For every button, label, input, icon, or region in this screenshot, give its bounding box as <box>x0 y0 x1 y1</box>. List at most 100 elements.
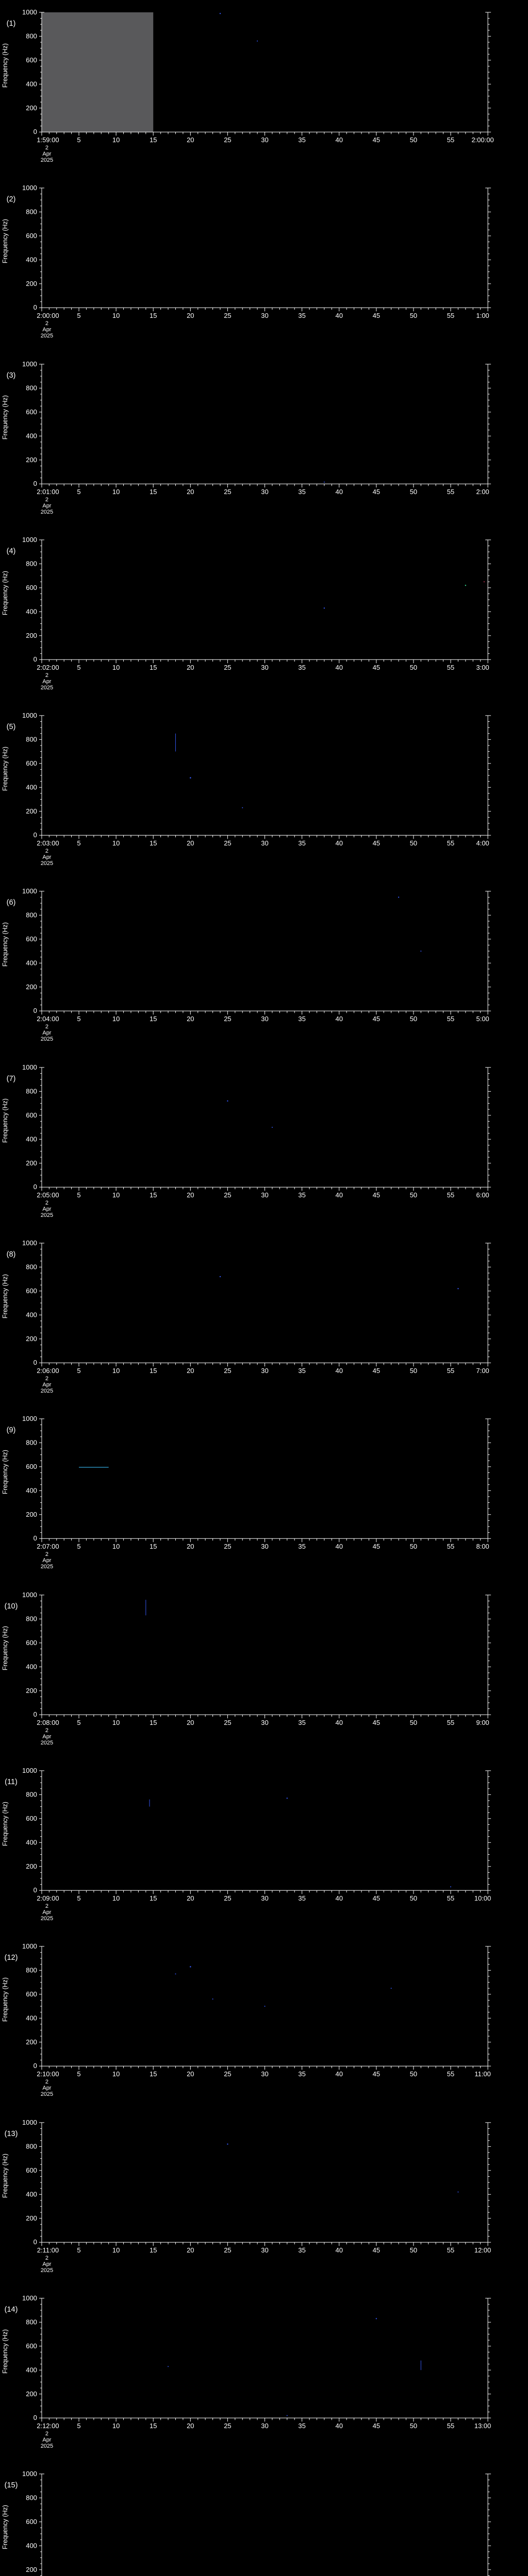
svg-text:600: 600 <box>26 56 37 64</box>
svg-text:2: 2 <box>45 1024 48 1030</box>
svg-text:600: 600 <box>26 1638 37 1646</box>
svg-text:55: 55 <box>447 488 454 496</box>
svg-text:25: 25 <box>224 1191 231 1199</box>
svg-text:25: 25 <box>224 1543 231 1551</box>
svg-text:2025: 2025 <box>41 860 53 867</box>
svg-text:800: 800 <box>26 2318 37 2326</box>
svg-text:30: 30 <box>261 2070 268 2078</box>
svg-text:600: 600 <box>26 232 37 240</box>
svg-text:(12): (12) <box>5 1954 18 1962</box>
svg-text:20: 20 <box>187 664 194 671</box>
svg-text:5: 5 <box>77 839 80 847</box>
svg-text:40: 40 <box>336 2246 343 2254</box>
svg-text:10: 10 <box>112 1719 120 1726</box>
svg-text:200: 200 <box>26 1511 37 1518</box>
svg-text:800: 800 <box>26 1263 37 1270</box>
svg-text:45: 45 <box>373 664 380 671</box>
svg-text:10: 10 <box>112 312 120 320</box>
svg-text:2025: 2025 <box>41 1212 53 1218</box>
svg-text:800: 800 <box>26 1087 37 1095</box>
svg-text:Apr: Apr <box>42 1206 51 1212</box>
svg-text:20: 20 <box>187 1015 194 1023</box>
svg-text:Apr: Apr <box>42 1734 51 1740</box>
svg-text:1000: 1000 <box>22 1591 37 1599</box>
svg-text:25: 25 <box>224 2070 231 2078</box>
svg-text:20: 20 <box>187 1543 194 1551</box>
svg-text:800: 800 <box>26 560 37 567</box>
svg-text:400: 400 <box>26 432 37 439</box>
svg-text:0: 0 <box>34 2062 37 2070</box>
svg-text:25: 25 <box>224 839 231 847</box>
svg-text:2: 2 <box>45 672 48 679</box>
svg-text:200: 200 <box>26 1686 37 1694</box>
svg-text:45: 45 <box>373 488 380 496</box>
svg-text:1000: 1000 <box>22 1415 37 1422</box>
svg-text:3:00: 3:00 <box>476 664 489 671</box>
svg-text:55: 55 <box>447 1894 454 1902</box>
svg-text:200: 200 <box>26 1335 37 1343</box>
svg-text:40: 40 <box>336 839 343 847</box>
svg-text:600: 600 <box>26 2342 37 2350</box>
svg-text:2: 2 <box>45 1200 48 1206</box>
svg-text:2:02:00: 2:02:00 <box>37 664 59 671</box>
svg-text:(8): (8) <box>7 1250 16 1259</box>
svg-text:1000: 1000 <box>22 2294 37 2302</box>
svg-text:200: 200 <box>26 1862 37 1870</box>
svg-text:45: 45 <box>373 1894 380 1902</box>
svg-text:1:00: 1:00 <box>476 312 489 320</box>
svg-text:5: 5 <box>77 2246 80 2254</box>
svg-text:13:00: 13:00 <box>474 2422 491 2430</box>
svg-text:400: 400 <box>26 607 37 615</box>
svg-text:Frequency (Hz): Frequency (Hz) <box>2 219 9 263</box>
svg-text:55: 55 <box>447 312 454 320</box>
svg-text:10: 10 <box>112 1367 120 1375</box>
svg-text:800: 800 <box>26 911 37 919</box>
svg-text:40: 40 <box>336 136 343 144</box>
svg-text:40: 40 <box>336 1894 343 1902</box>
svg-text:40: 40 <box>336 1367 343 1375</box>
svg-text:0: 0 <box>34 1886 37 1894</box>
svg-text:Apr: Apr <box>42 2085 51 2091</box>
svg-text:55: 55 <box>447 839 454 847</box>
svg-text:Frequency (Hz): Frequency (Hz) <box>2 1626 9 1670</box>
svg-text:15: 15 <box>150 839 157 847</box>
svg-text:1000: 1000 <box>22 8 37 16</box>
svg-text:30: 30 <box>261 2422 268 2430</box>
svg-text:1000: 1000 <box>22 184 37 192</box>
svg-text:400: 400 <box>26 1838 37 1846</box>
svg-text:55: 55 <box>447 2422 454 2430</box>
svg-text:40: 40 <box>336 1719 343 1726</box>
svg-text:5: 5 <box>77 2422 80 2430</box>
svg-text:Frequency (Hz): Frequency (Hz) <box>2 2154 9 2198</box>
svg-text:200: 200 <box>26 280 37 287</box>
svg-text:Apr: Apr <box>42 854 51 860</box>
svg-text:2025: 2025 <box>41 2443 53 2449</box>
svg-text:0: 0 <box>34 1359 37 1366</box>
svg-text:50: 50 <box>410 664 417 671</box>
svg-text:2:05:00: 2:05:00 <box>37 1191 59 1199</box>
svg-text:30: 30 <box>261 839 268 847</box>
svg-text:50: 50 <box>410 1191 417 1199</box>
svg-text:4:00: 4:00 <box>476 839 489 847</box>
svg-text:50: 50 <box>410 839 417 847</box>
svg-text:2:11:00: 2:11:00 <box>37 2246 59 2254</box>
svg-text:2:00:00: 2:00:00 <box>37 312 59 320</box>
svg-text:200: 200 <box>26 632 37 639</box>
svg-text:5: 5 <box>77 312 80 320</box>
svg-text:35: 35 <box>298 1367 305 1375</box>
svg-text:55: 55 <box>447 136 454 144</box>
svg-text:10: 10 <box>112 136 120 144</box>
svg-text:600: 600 <box>26 1990 37 1998</box>
svg-text:2:01:00: 2:01:00 <box>37 488 59 496</box>
svg-text:0: 0 <box>34 480 37 487</box>
svg-text:1000: 1000 <box>22 2118 37 2126</box>
svg-text:5: 5 <box>77 1191 80 1199</box>
svg-text:0: 0 <box>34 304 37 312</box>
svg-text:(2): (2) <box>7 195 16 204</box>
svg-text:55: 55 <box>447 1015 454 1023</box>
svg-text:0: 0 <box>34 831 37 839</box>
svg-text:Apr: Apr <box>42 503 51 509</box>
svg-text:50: 50 <box>410 136 417 144</box>
svg-text:2: 2 <box>45 1552 48 1558</box>
svg-text:35: 35 <box>298 312 305 320</box>
